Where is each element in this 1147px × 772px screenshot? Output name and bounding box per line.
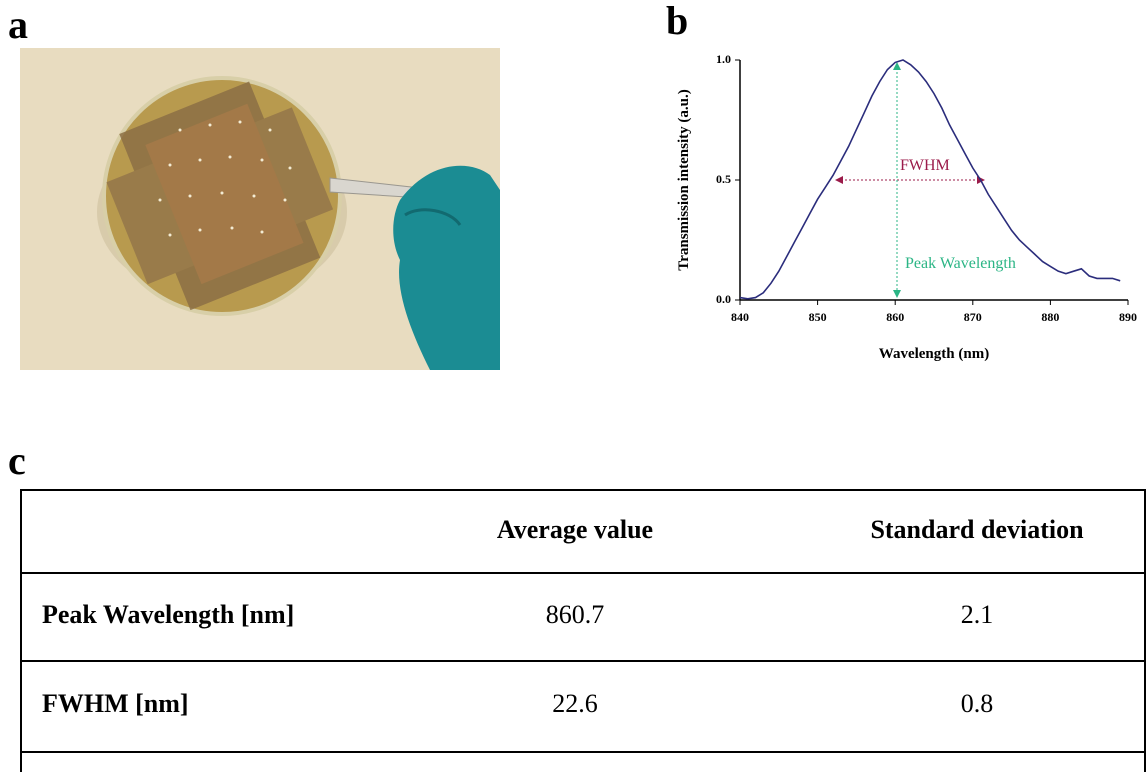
- row-header: FWHM [nm]: [42, 689, 189, 718]
- x-tick-label: 870: [964, 310, 982, 324]
- y-tick-label: 0.0: [716, 292, 731, 306]
- annotation: FWHM: [900, 157, 950, 174]
- table-cell: 0.8: [961, 689, 994, 718]
- x-tick-label: 840: [731, 310, 749, 324]
- table-cell: 2.1: [961, 600, 994, 629]
- table-border: [20, 489, 1146, 772]
- y-axis-title: Transmission intensity (a.u.): [676, 89, 692, 270]
- x-tick-label: 850: [809, 310, 827, 324]
- row-header: Peak Wavelength [nm]: [42, 600, 294, 629]
- photo: [20, 48, 500, 370]
- panel-label: b: [666, 0, 688, 43]
- spectrum-line: [739, 59, 1121, 300]
- panel-label: c: [8, 438, 26, 483]
- panel-label: a: [8, 2, 28, 47]
- column-header: Standard deviation: [870, 515, 1084, 544]
- table-cell: 22.6: [552, 689, 598, 718]
- x-axis-title: Wavelength (nm): [879, 346, 989, 362]
- y-tick-label: 0.5: [716, 172, 731, 186]
- column-header: Average value: [497, 515, 653, 544]
- line-chart: Wavelength (nm) Transmission intensity (…: [676, 52, 1137, 362]
- x-tick-label: 890: [1119, 310, 1137, 324]
- x-tick-label: 880: [1041, 310, 1059, 324]
- table: Average value Standard deviation Peak Wave…: [20, 489, 1146, 772]
- y-tick-label: 1.0: [716, 52, 731, 66]
- x-tick-label: 860: [886, 310, 904, 324]
- annotation: Peak Wavelength: [905, 255, 1016, 272]
- table-cell: 860.7: [546, 600, 605, 629]
